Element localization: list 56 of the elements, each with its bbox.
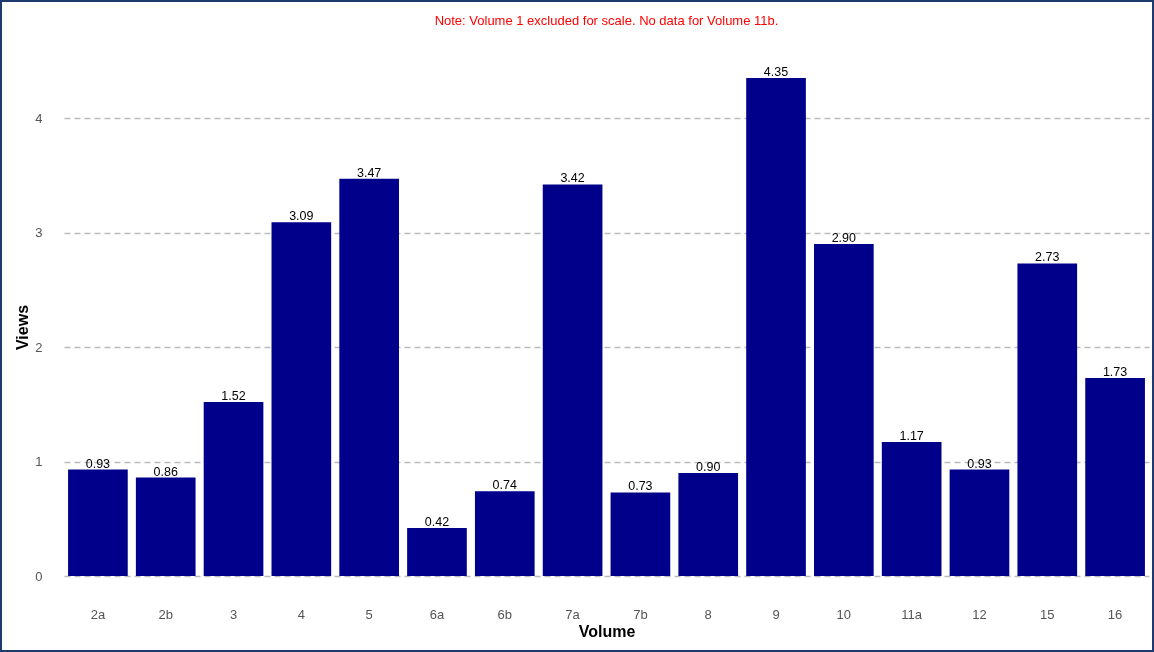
bar <box>542 184 603 576</box>
x-tick-label: 9 <box>772 606 780 622</box>
data-label: 4.35 <box>763 65 789 79</box>
x-tick-label: 8 <box>704 606 712 622</box>
bar <box>407 527 467 576</box>
data-label: 1.17 <box>899 429 924 444</box>
data-label: 3.42 <box>560 171 585 186</box>
data-label: 1.52 <box>221 388 246 403</box>
y-tick-label: 2 <box>35 339 43 355</box>
x-tick-label: 6b <box>497 606 513 622</box>
x-tick-label: 12 <box>972 606 987 622</box>
x-tick-label: 7b <box>633 606 648 622</box>
bar <box>1085 377 1145 576</box>
bar <box>814 244 874 576</box>
x-tick-label: 5 <box>365 606 373 622</box>
data-label: 3.47 <box>356 165 382 180</box>
bar <box>949 469 1010 576</box>
bar <box>1017 263 1078 576</box>
bar <box>474 491 535 576</box>
y-tick-label: 0 <box>35 568 43 584</box>
x-tick-label: 10 <box>836 606 852 622</box>
data-label: 0.93 <box>967 456 992 471</box>
y-tick-label: 3 <box>35 225 43 241</box>
x-tick-label: 11a <box>901 606 923 622</box>
bar <box>203 401 264 576</box>
bar <box>135 477 196 576</box>
x-tick-label: 7a <box>565 606 581 622</box>
data-label: 0.42 <box>424 514 450 529</box>
data-label: 0.90 <box>696 459 721 474</box>
bar <box>271 222 332 576</box>
data-label: 0.86 <box>153 464 178 479</box>
bar <box>881 442 942 576</box>
data-label: 0.73 <box>628 479 653 494</box>
x-axis-title: Volume <box>578 622 636 640</box>
text: Note: Volume 1 excluded for scale. No data for Volume 11b. <box>434 13 779 28</box>
x-tick-label: 4 <box>297 606 305 622</box>
y-tick-label: 4 <box>35 110 43 126</box>
x-tick-label: 16 <box>1107 606 1123 622</box>
bar <box>68 469 128 576</box>
data-label: 2.90 <box>831 231 857 245</box>
x-tick-label: 6a <box>429 606 445 622</box>
data-label: 1.73 <box>1102 364 1128 379</box>
bar <box>678 472 739 576</box>
data-label: 0.93 <box>85 456 111 471</box>
x-tick-label: 15 <box>1040 606 1055 622</box>
data-label: 2.73 <box>1035 250 1060 265</box>
y-tick-label: 1 <box>35 454 43 470</box>
x-tick-label: 2b <box>158 606 173 622</box>
y-axis-title: Views <box>14 304 32 351</box>
data-label: 3.09 <box>289 209 314 224</box>
bar <box>746 78 806 576</box>
bar <box>610 492 671 576</box>
data-label: 0.74 <box>492 478 517 493</box>
bar <box>339 178 399 576</box>
x-tick-label: 3 <box>229 606 238 622</box>
x-tick-label: 2a <box>90 606 106 622</box>
